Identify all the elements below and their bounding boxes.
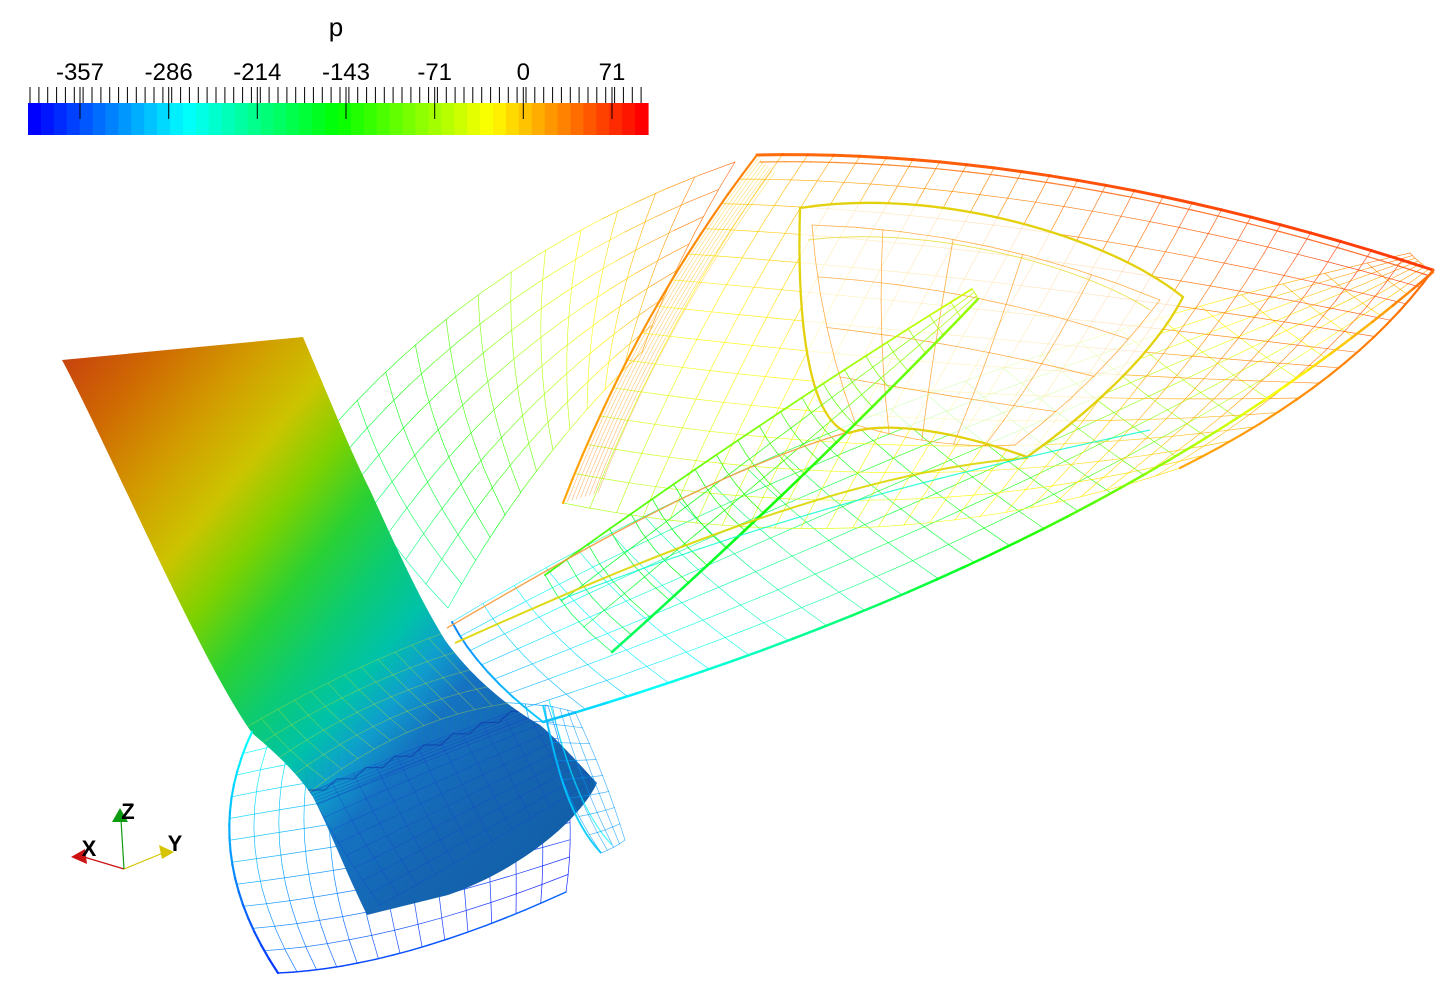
legend-tick-label: -214 (233, 59, 281, 86)
legend-tick-label: 71 (599, 59, 626, 86)
legend-tick-label: -143 (322, 59, 370, 86)
legend-ticks (29, 87, 642, 119)
y-axis (123, 852, 164, 870)
x-axis (83, 856, 125, 870)
legend-title: p (329, 12, 343, 42)
legend-tick-label: -71 (417, 59, 452, 86)
y-axis-arrow-icon (159, 845, 174, 859)
x-axis-arrow-icon (71, 849, 87, 864)
legend-tick-label: -357 (56, 59, 104, 86)
legend-colorbar[interactable] (28, 103, 649, 135)
color-legend[interactable]: -357 -286 -214 -143 -71 0 71 p (28, 12, 649, 135)
pressure-surface (62, 337, 597, 915)
z-axis (120, 819, 125, 870)
passage-wireframe-front (228, 153, 1435, 975)
y-axis-label: Y (168, 831, 183, 856)
legend-tick-label: 0 (517, 59, 530, 86)
x-axis-label: X (82, 836, 97, 861)
z-axis-label: Z (121, 799, 134, 824)
orientation-axes-widget: X Y Z (71, 799, 183, 870)
z-axis-arrow-icon (112, 808, 128, 822)
legend-tick-label: -286 (145, 59, 193, 86)
